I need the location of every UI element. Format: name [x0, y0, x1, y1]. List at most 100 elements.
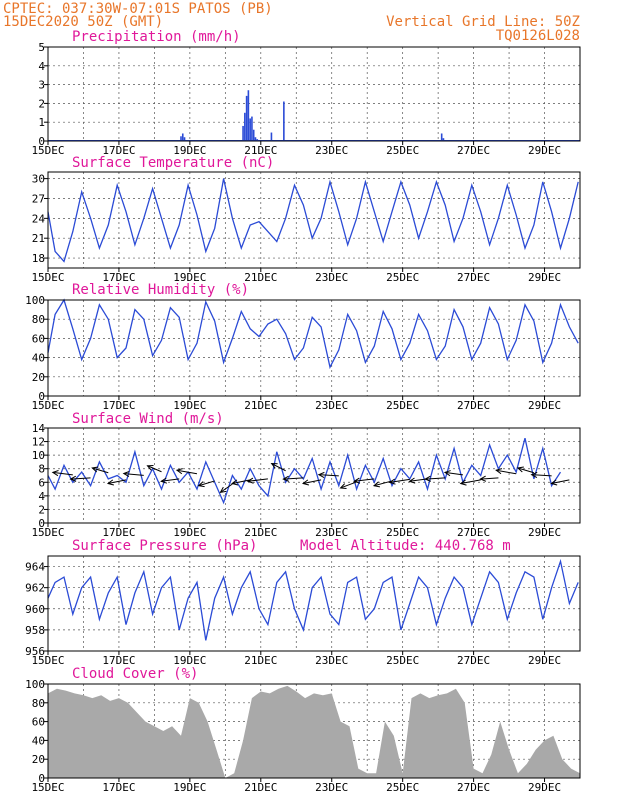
wind-vector-shaft	[198, 480, 215, 487]
x-tick-label: 15DEC	[31, 654, 64, 667]
wind-vector	[443, 470, 464, 477]
x-tick-label: 29DEC	[528, 526, 561, 539]
wind-vector-shaft	[147, 465, 162, 473]
x-tick-label: 23DEC	[315, 144, 348, 157]
y-tick-label: 6	[38, 476, 45, 489]
wind-vector-shaft	[444, 471, 464, 476]
y-tick-label: 20	[32, 371, 45, 384]
precip-bar	[283, 101, 285, 141]
y-tick-label: 21	[32, 232, 45, 245]
wind-vector-head	[146, 464, 154, 471]
wind-vector-shaft	[389, 478, 410, 483]
wind-vector-shaft	[340, 481, 357, 489]
x-tick-label: 25DEC	[386, 781, 419, 794]
panel-1: 0 1 2 3 4 5 15DEC 17DEC 19DEC 21DEC 23DEC 25DEC 27DE…	[31, 29, 581, 157]
x-tick-label: 29DEC	[528, 271, 561, 284]
wind-vector-head	[479, 475, 487, 482]
x-tick-label: 19DEC	[173, 781, 206, 794]
wind-vector-shaft	[52, 471, 73, 476]
wind-vector-shaft	[496, 469, 517, 475]
x-tick-label: 21DEC	[244, 526, 277, 539]
y-tick-label: 958	[25, 624, 45, 637]
x-tick-label: 29DEC	[528, 781, 561, 794]
wind-vector-shaft	[517, 467, 535, 474]
wind-vector	[197, 480, 215, 488]
wind-vector-head	[424, 475, 431, 482]
wind-vector-shaft	[247, 478, 268, 482]
wind-vector-head	[443, 470, 451, 477]
panel-3: 0 20 40 60 80 100 15DEC 17DEC 19DEC 21DEC 23DEC 25D…	[25, 282, 581, 412]
wind-vector	[175, 468, 198, 475]
wind-vector-head	[339, 483, 347, 489]
panel-6: 0 20 40 60 80 100 15DEC 17DEC 19DEC 21DEC 23DEC 25D…	[25, 666, 581, 794]
panel-frame	[47, 299, 581, 397]
y-tick-label: 962	[25, 582, 45, 595]
y-tick-label: 40	[32, 352, 45, 365]
panel-title: Cloud Cover (%)	[72, 666, 198, 682]
x-tick-label: 23DEC	[315, 526, 348, 539]
x-tick-label: 15DEC	[31, 144, 64, 157]
x-tick-label: 21DEC	[244, 399, 277, 412]
wind-vector-head	[530, 471, 538, 479]
header-date: 15DEC2020 50Z (GMT)	[3, 14, 163, 30]
x-tick-label: 19DEC	[173, 654, 206, 667]
precip-bar	[252, 129, 255, 141]
x-tick-label: 19DEC	[173, 144, 206, 157]
x-tick-label: 19DEC	[173, 271, 206, 284]
wind-vector	[282, 475, 304, 482]
y-tick-label: 2	[38, 503, 45, 516]
wind-vector	[219, 483, 233, 494]
wind-vector-shaft	[92, 467, 109, 474]
x-tick-label: 25DEC	[386, 144, 419, 157]
y-tick-label: 100	[25, 294, 45, 307]
y-tick-label: 60	[32, 716, 45, 729]
y-tick-label: 80	[32, 313, 45, 326]
wind-vector-shaft	[318, 474, 339, 477]
y-tick-label: 80	[32, 697, 45, 710]
wind-vector-head	[388, 478, 396, 485]
x-tick-label: 21DEC	[244, 271, 277, 284]
x-tick-label: 19DEC	[173, 526, 206, 539]
precip-bar	[247, 90, 250, 141]
wind-vector-shaft	[531, 474, 552, 477]
x-tick-label: 17DEC	[102, 526, 135, 539]
wind-vector	[106, 479, 127, 486]
precip-bar	[180, 136, 182, 141]
x-tick-label: 17DEC	[102, 399, 135, 412]
wind-vector-shaft	[271, 463, 286, 472]
wind-vector-shaft	[123, 473, 144, 476]
wind-vector	[459, 479, 481, 486]
wind-vector-shaft	[373, 480, 393, 487]
x-tick-label: 27DEC	[457, 399, 490, 412]
series-line	[47, 558, 579, 641]
x-tick-label: 17DEC	[102, 271, 135, 284]
x-tick-label: 15DEC	[31, 526, 64, 539]
y-tick-label: 20	[32, 753, 45, 766]
panel-frame	[47, 683, 581, 779]
wind-vector-head	[122, 470, 130, 478]
precip-bar	[181, 133, 184, 141]
wind-vector	[160, 477, 180, 484]
wind-vector-head	[51, 470, 59, 477]
y-tick-label: 8	[38, 463, 45, 476]
series-line	[47, 438, 562, 505]
wind-vector-shaft	[283, 477, 304, 480]
wind-vector	[530, 471, 552, 479]
wind-vector-shaft	[425, 477, 446, 480]
x-tick-label: 23DEC	[315, 781, 348, 794]
y-tick-label: 4	[38, 490, 45, 503]
x-tick-label: 15DEC	[31, 271, 64, 284]
x-tick-label: 21DEC	[244, 781, 277, 794]
wind-vector-shaft	[480, 477, 499, 480]
x-tick-label: 27DEC	[457, 654, 490, 667]
precip-bar	[442, 138, 445, 141]
x-tick-label: 21DEC	[244, 654, 277, 667]
panel-frame	[47, 555, 581, 652]
x-tick-label: 15DEC	[31, 399, 64, 412]
wind-vector	[246, 477, 268, 484]
y-tick-label: 14	[32, 422, 46, 435]
x-tick-label: 27DEC	[457, 144, 490, 157]
wind-vector-shaft	[460, 479, 481, 485]
x-tick-label: 21DEC	[244, 144, 277, 157]
